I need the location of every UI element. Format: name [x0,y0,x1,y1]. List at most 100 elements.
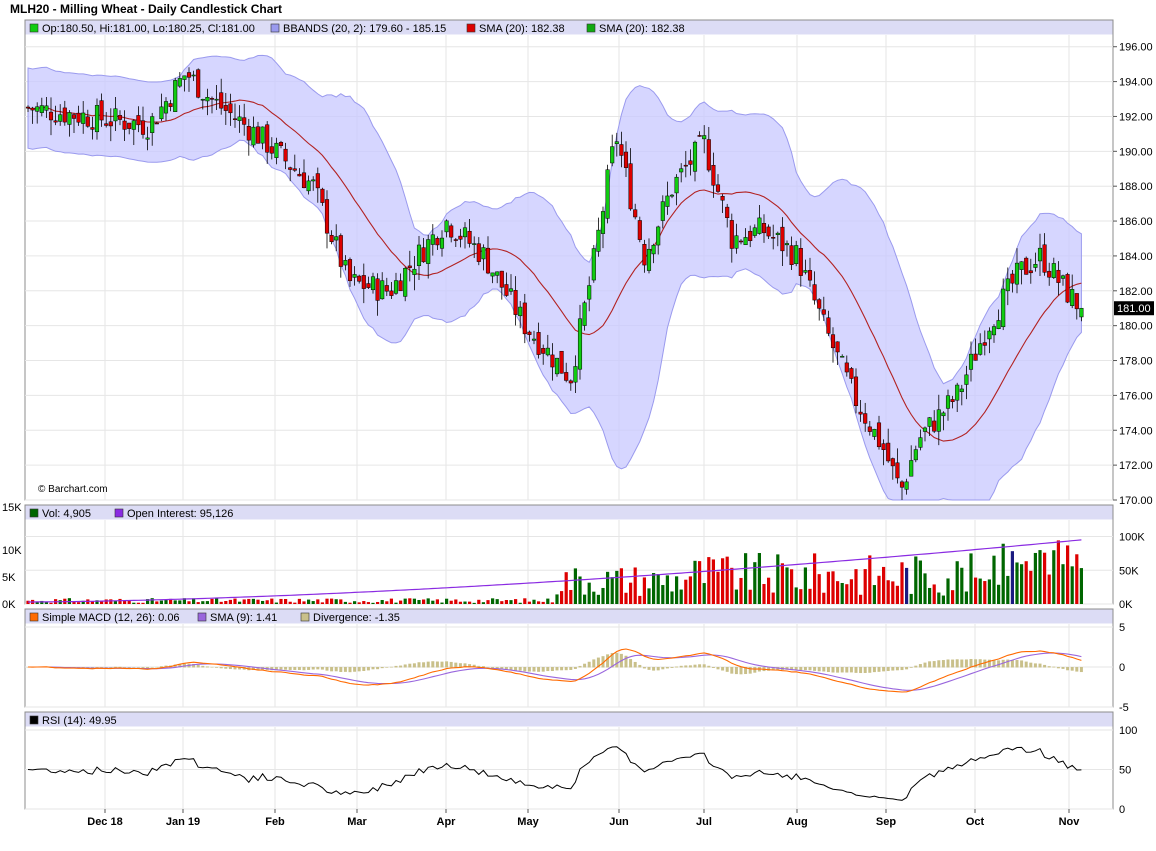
candle-body [1074,293,1079,310]
candle-body [527,331,532,335]
candle-body [458,235,463,240]
candle-body [683,164,688,167]
volume-bar [665,575,669,604]
volume-bar [1075,554,1079,604]
volume-bar [1006,575,1010,604]
candle-body [798,248,803,276]
divergence-bar [463,663,467,668]
candle-body [660,201,665,221]
divergence-bar [937,660,941,668]
divergence-bar [707,665,711,668]
volume-bar [932,584,936,604]
volume-bar [730,567,734,604]
volume-bar [307,599,311,604]
divergence-bar [854,667,858,673]
volume-bar [449,600,453,604]
divergence-bar [1056,667,1060,669]
volume-bar [767,577,771,604]
volume-bar [836,581,840,604]
volume-bar [573,568,577,604]
legend-swatch [466,23,476,33]
divergence-bar [592,659,596,668]
divergence-bar [297,667,301,671]
candle-body [117,115,123,120]
x-tick-label: Sep [876,816,896,828]
volume-bar [1047,574,1051,604]
candle-body [306,180,311,192]
candle-body [242,117,247,125]
divergence-bar [353,667,357,672]
divergence-bar [1010,659,1014,668]
candle-body [366,283,371,288]
candle-body [591,248,596,281]
volume-bar [123,600,127,604]
divergence-bar [362,667,366,671]
divergence-bar [817,667,821,672]
volume-bar [412,598,416,604]
volume-bar [422,599,426,604]
divergence-bar [997,660,1001,668]
candle-body [472,243,477,245]
volume-bar [72,601,76,604]
legend-label: RSI (14): 49.95 [42,715,117,727]
candle-body [444,220,449,233]
divergence-bar [900,667,904,671]
divergence-bar [132,667,136,668]
divergence-bar [288,667,292,670]
candle-body [347,259,353,282]
legend-label: SMA (20): 182.38 [599,23,685,35]
volume-bar [633,567,637,604]
volume-bar [707,557,711,604]
candle-body [610,146,615,164]
candle-body [476,243,481,262]
candle-body [784,243,790,246]
volume-bar [362,601,366,604]
volume-bar [803,567,807,604]
open-interest-line [28,539,1082,603]
divergence-bar [868,667,872,673]
divergence-bar [389,666,393,668]
divergence-bar [394,665,398,668]
candle-body [196,69,201,98]
volume-bar [817,574,821,604]
x-tick-label: Nov [1059,816,1081,828]
divergence-bar [228,667,232,670]
volume-bar [1001,543,1005,604]
volume-bar [1043,552,1047,604]
candle-body [81,112,86,124]
volume-bar [785,567,789,604]
volume-bar [937,592,941,604]
candle-body [605,169,610,219]
rsi-tick-label: 50 [1119,765,1131,777]
divergence-bar [550,667,554,672]
volume-bar [951,590,955,604]
divergence-bar [146,667,150,669]
volume-bar [132,602,136,604]
volume-bar [877,575,881,604]
volume-bar [251,598,255,604]
candle-body [863,413,868,424]
volume-bar [845,584,849,604]
divergence-bar [647,667,651,670]
volume-bar [201,601,205,604]
candle-body [122,120,127,130]
candle-body [1051,263,1056,278]
divergence-bar [633,661,637,668]
volume-bar [918,560,922,604]
candle-body [775,232,780,235]
divergence-bar [238,667,242,670]
volume-tick-label: 15K [2,502,22,514]
candle-body [715,184,721,192]
volume-bar [914,556,918,604]
divergence-bar [753,667,757,673]
volume-bar [688,576,692,604]
volume-bar [435,599,439,604]
candle-body [1024,257,1029,275]
divergence-bar [652,667,656,671]
legend-label: Op:180.50, Hi:181.00, Lo:180.25, Cl:181.… [42,23,255,35]
candle-body [821,309,826,315]
volume-bar [293,602,297,604]
volume-bar [849,579,853,604]
divergence-bar [1043,664,1047,668]
divergence-bar [606,654,610,668]
